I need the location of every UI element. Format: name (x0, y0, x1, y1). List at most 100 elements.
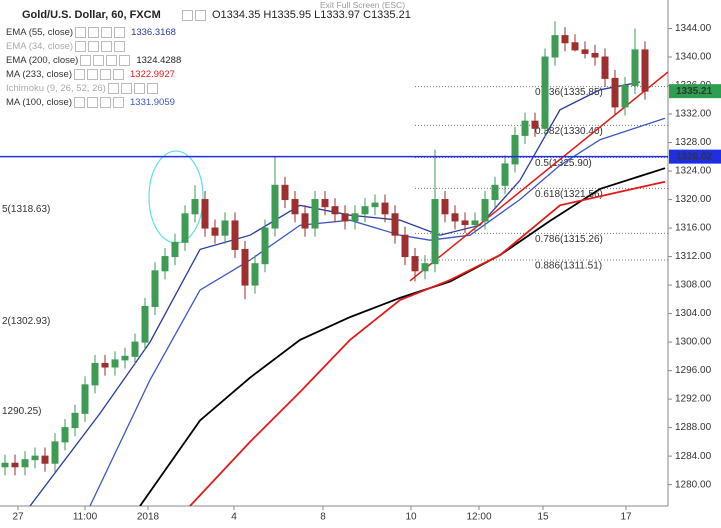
ohlc-open: O1334.35 (212, 9, 261, 21)
candle-body (181, 213, 189, 243)
y-tick-label: 1288.00 (675, 422, 712, 433)
legend-name: Ichimoku (9, 26, 52, 26) (6, 83, 106, 95)
legend-icon[interactable] (106, 55, 118, 66)
y-tick-label: 1340.00 (675, 52, 712, 63)
candle-body (471, 220, 479, 225)
legend-icon[interactable] (101, 27, 113, 38)
x-tick-label: 2018 (137, 512, 160, 523)
ohlc: O1334.35 H1335.95 L1333.97 C1335.21 (212, 9, 411, 21)
candle-body (251, 263, 259, 286)
candle-body (211, 227, 219, 236)
y-tick-label: 1284.00 (675, 451, 712, 462)
legend-row: EMA (200, close) 1324.4288 (6, 55, 182, 67)
x-tick-label: 10 (405, 512, 417, 523)
fullscreen-hint[interactable]: Exit Full Screen (ESC) (320, 0, 406, 10)
legend-row: Ichimoku (9, 26, 52, 26) (6, 83, 158, 95)
candle-body (511, 134, 519, 165)
candle-body (81, 384, 89, 414)
candle-body (391, 213, 399, 236)
legend-icon[interactable] (74, 97, 85, 108)
legend-name: EMA (34, close) (6, 41, 74, 53)
legend-icon[interactable] (119, 55, 131, 66)
candle-body (541, 56, 549, 129)
candle-body (41, 455, 49, 464)
legend-icon[interactable] (101, 41, 113, 52)
indicator-line (189, 180, 666, 506)
candle-body (431, 199, 439, 265)
candle-body (501, 163, 509, 186)
legend-icon[interactable] (114, 27, 126, 38)
y-tick-label: 1344.00 (675, 23, 712, 34)
legend-value: 1336.3168 (131, 27, 176, 39)
candle-body (411, 256, 419, 272)
candle-body (421, 263, 429, 272)
legend-icon[interactable] (87, 97, 98, 108)
x-tick-label: 12:00 (466, 512, 491, 523)
indicator-line (29, 81, 641, 506)
legend-icon[interactable] (88, 41, 100, 52)
candle-body (61, 427, 69, 443)
ohlc-close: C1335.21 (363, 9, 411, 21)
candle-body (341, 213, 349, 222)
y-tick-label: 1324.00 (675, 166, 712, 177)
candle-body (31, 455, 39, 461)
left-level-label: 5(1318.63) (2, 204, 50, 215)
y-tick-label: 1328.00 (675, 137, 712, 148)
candle-body (331, 206, 339, 215)
legend-icon[interactable] (113, 97, 124, 108)
candle-body (351, 213, 359, 222)
x-tick-label: 17 (620, 512, 632, 523)
candle-body (451, 213, 459, 222)
candle-body (481, 199, 489, 222)
legend-icon[interactable] (75, 27, 87, 38)
candle-body (401, 234, 409, 258)
candle-body (571, 42, 579, 51)
legend-row: EMA (34, close) (6, 41, 126, 53)
candle-body (561, 35, 569, 44)
left-level-label: 2(1302.93) (2, 316, 50, 327)
candle-body (11, 462, 19, 468)
candle-body (171, 241, 179, 258)
legend-icon[interactable] (133, 83, 145, 94)
candle-body (641, 49, 649, 92)
legend-icon[interactable] (120, 83, 132, 94)
symbol-title: Gold/U.S. Dollar, 60, FXCM (22, 9, 161, 21)
candle-body (441, 199, 449, 215)
legend-name: MA (233, close) (6, 69, 72, 81)
candle-body (361, 206, 369, 215)
legend-icon[interactable] (146, 83, 158, 94)
ohlc-high: H1335.95 (263, 9, 312, 21)
last-price-label-text: 1335.21 (676, 86, 713, 97)
legend-icon[interactable] (100, 97, 111, 108)
y-tick-label: 1320.00 (675, 194, 712, 205)
legend-icon[interactable] (74, 69, 85, 80)
candle-body (611, 77, 619, 108)
header-icons (180, 9, 206, 21)
candle-body (491, 184, 499, 201)
candle-body (521, 120, 529, 136)
candle-body (151, 270, 159, 307)
legend-icon[interactable] (80, 55, 92, 66)
legend-value: 1322.9927 (130, 69, 175, 81)
legend-icon[interactable] (114, 41, 126, 52)
legend-icon[interactable] (93, 55, 105, 66)
candle-body (231, 220, 239, 250)
candle-body (591, 52, 599, 58)
fib-label: 0.236(1335.85) (535, 87, 603, 98)
hline-label-text: 1326.02 (676, 151, 713, 162)
legend-icon[interactable] (113, 69, 124, 80)
fib-label: 0.382(1330.40) (535, 126, 603, 137)
legend-icon[interactable] (75, 41, 87, 52)
candle-body (111, 359, 119, 368)
fib-label: 0.786(1315.26) (535, 234, 603, 245)
candle-body (271, 184, 279, 229)
candle-body (91, 362, 99, 386)
legend-icon[interactable] (87, 69, 98, 80)
y-tick-label: 1316.00 (675, 223, 712, 234)
plot: 0.236(1335.85)0.382(1330.40)0.5(1325.90)… (1, 21, 668, 506)
legend-icon[interactable] (100, 69, 111, 80)
legend-icon[interactable] (88, 27, 100, 38)
legend-icon[interactable] (107, 83, 119, 94)
candle-body (381, 202, 389, 215)
